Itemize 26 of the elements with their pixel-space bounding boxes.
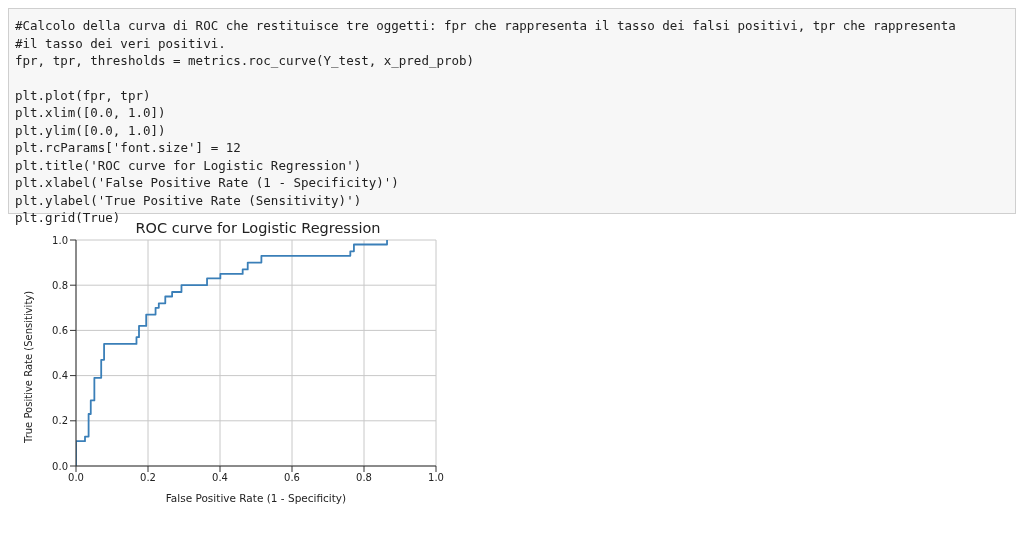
text: plt.title('ROC curve for Logistic Regression') [15,156,363,174]
y-tick-label: 0.4 [52,370,68,382]
x-tick-label: 1.0 [428,472,444,484]
x-tick-label: 0.8 [356,472,372,484]
text: plt.ylim([0.0, 1.0]) [15,121,167,139]
x-tick-label: 0.2 [140,472,156,484]
y-tick-label: 0.0 [52,460,68,472]
text: #il tasso dei veri positivi. [15,34,227,52]
x-tick-label: 0.4 [212,472,228,484]
y-tick-label: 0.6 [52,324,68,336]
y-tick-label: 0.2 [52,415,68,427]
text: fpr, tpr, thresholds = metrics.roc_curve(Y_test, x_pred_prob) [15,52,476,70]
x-axis-title: False Positive Rate (1 - Specificity) [165,492,347,504]
text: plt.grid(True) [15,210,121,225]
text: plt.xlabel('False Positive Rate (1 - Specificity)') [15,174,400,192]
x-tick-label: 0.0 [68,472,84,484]
text: plt.rcParams['font.size'] = 12 [15,139,242,157]
y-tick-label: 1.0 [52,234,68,246]
text: plt.ylabel('True Positive Rate (Sensitivity)') [15,191,363,209]
text: plt.xlim([0.0, 1.0]) [15,104,167,122]
x-tick-label: 0.6 [284,472,300,484]
y-tick-label: 0.8 [52,279,68,291]
text: plt.plot(fpr, tpr) [15,86,152,104]
text: #Calcolo della curva di ROC che restituisce tre oggetti: fpr che rappresenta il tasso dei falsi positivi, tpr che rappresenta [15,17,957,35]
y-axis-title: True Positive Rate (Sensitivity) [22,290,34,444]
chart-title: ROC curve for Logistic Regression [135,220,381,236]
